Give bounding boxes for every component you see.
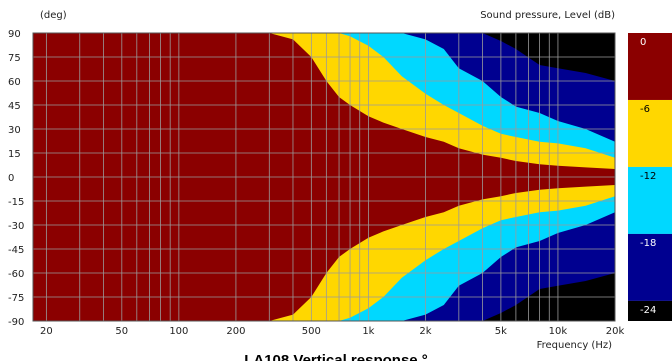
axis-tick-labels: 90 75 60 45 30 15 0 -15 -30 -45 -60 -75 -90 20 50 100 20… xyxy=(8,29,624,337)
y-tick-label: 45 xyxy=(8,101,21,112)
x-tick-label: 100 xyxy=(169,326,188,337)
y-tick-label: 90 xyxy=(8,29,21,40)
x-tick-label: 2k xyxy=(419,326,431,337)
y-tick-label: -60 xyxy=(8,269,24,280)
colorbar: 0 -6 -12 -18 -24 xyxy=(628,33,672,321)
y-axis-label: (deg) xyxy=(40,10,67,21)
y-tick-label: -30 xyxy=(8,221,24,232)
x-tick-label: 5k xyxy=(495,326,507,337)
colorbar-swatch xyxy=(628,166,672,234)
colorbar-swatch xyxy=(628,300,672,321)
grid-layer xyxy=(32,32,616,322)
colorbar-label: Sound pressure, Level (dB) xyxy=(480,10,615,21)
colorbar-tick-label: -12 xyxy=(640,171,656,182)
x-tick-label: 20 xyxy=(40,326,53,337)
x-axis-label: Frequency (Hz) xyxy=(537,340,613,351)
y-tick-label: 30 xyxy=(8,125,21,136)
y-tick-label: -90 xyxy=(8,317,24,328)
colorbar-tick-label: -6 xyxy=(640,104,650,115)
y-tick-label: 15 xyxy=(8,149,21,160)
colorbar-tick-label: 0 xyxy=(640,37,646,48)
colorbar-swatch xyxy=(628,233,672,301)
colorbar-swatch xyxy=(628,33,672,100)
x-tick-label: 10k xyxy=(549,326,568,337)
x-tick-label: 1k xyxy=(362,326,374,337)
y-tick-label: -15 xyxy=(8,197,24,208)
y-tick-label: 60 xyxy=(8,77,21,88)
colorbar-swatch xyxy=(628,99,672,167)
x-tick-label: 500 xyxy=(302,326,321,337)
y-tick-label: -45 xyxy=(8,245,24,256)
x-tick-label: 200 xyxy=(226,326,245,337)
y-tick-label: -75 xyxy=(8,293,24,304)
y-tick-label: 75 xyxy=(8,53,21,64)
y-tick-label: 0 xyxy=(8,173,14,184)
colorbar-tick-label: -18 xyxy=(640,238,656,249)
x-tick-label: 20k xyxy=(606,326,625,337)
plot-frame xyxy=(32,32,616,322)
colorbar-tick-label: -24 xyxy=(640,305,656,316)
chart-title: LA108 Vertical response ° xyxy=(244,352,428,361)
x-tick-label: 50 xyxy=(115,326,128,337)
